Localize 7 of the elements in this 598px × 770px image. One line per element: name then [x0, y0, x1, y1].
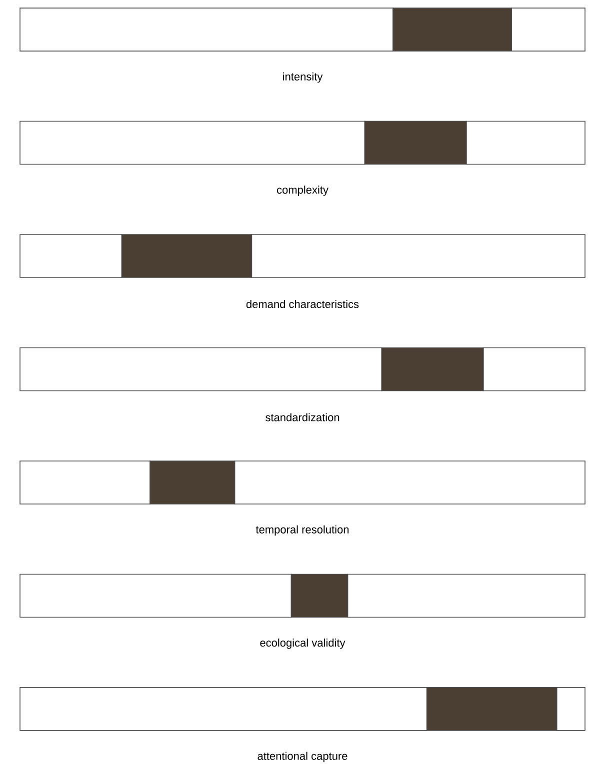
y-tick-label: ecological validity — [260, 638, 346, 649]
y-tick-label: intensity — [283, 72, 323, 83]
y-tick-label: demand characteristics — [246, 300, 359, 308]
y-tick-label: temporal resolution — [256, 525, 349, 536]
y-tick-label: attentional capture — [258, 752, 348, 762]
y-tick-label: standardization — [266, 413, 340, 422]
y-tick-label: complexity — [276, 186, 328, 196]
